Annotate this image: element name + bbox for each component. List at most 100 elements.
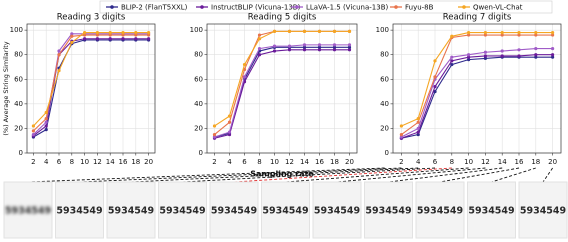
legend-label: LLaVA-1.5 (Vicuna-13B) bbox=[306, 4, 389, 12]
point bbox=[44, 117, 48, 121]
point bbox=[347, 29, 352, 33]
point bbox=[31, 132, 35, 137]
point bbox=[57, 49, 61, 53]
point bbox=[500, 54, 504, 58]
x-tick-label: 8 bbox=[257, 158, 261, 166]
point bbox=[57, 69, 61, 73]
image-text: 5934549 bbox=[5, 206, 51, 217]
point bbox=[332, 48, 337, 52]
point bbox=[551, 46, 555, 51]
x-tick-label: 12 bbox=[285, 158, 294, 166]
series-line bbox=[214, 49, 350, 139]
point bbox=[467, 55, 471, 59]
y-tick-label: 100 bbox=[190, 26, 203, 34]
x-tick-label: 16 bbox=[315, 158, 324, 166]
point bbox=[31, 129, 35, 133]
x-tick-label: 12 bbox=[481, 158, 490, 166]
x-tick-label: 16 bbox=[119, 158, 128, 166]
image-text: 5934549 bbox=[159, 206, 205, 217]
y-tick-label: 60 bbox=[380, 75, 389, 83]
y-tick-label: 100 bbox=[376, 26, 389, 34]
y-tick-label: 0 bbox=[385, 149, 389, 157]
point bbox=[433, 59, 437, 63]
x-tick-label: 4 bbox=[227, 158, 232, 166]
point bbox=[450, 62, 454, 67]
point bbox=[257, 46, 262, 51]
legend-box bbox=[99, 0, 553, 14]
y-tick-label: 20 bbox=[380, 124, 389, 132]
legend-label: Qwen-VL-Chat bbox=[473, 4, 523, 12]
legend-marker bbox=[110, 5, 114, 9]
frame-image bbox=[158, 181, 207, 239]
x-tick-label: 10 bbox=[270, 158, 279, 166]
series-line bbox=[214, 44, 350, 138]
x-tick-label: 14 bbox=[498, 158, 507, 166]
x-tick-label: 4 bbox=[44, 158, 49, 166]
point bbox=[83, 37, 87, 41]
point bbox=[31, 124, 35, 128]
y-tick-label: 0 bbox=[199, 149, 203, 157]
point bbox=[83, 30, 87, 35]
y-tick-label: 100 bbox=[10, 26, 23, 34]
point bbox=[551, 55, 555, 59]
point bbox=[399, 132, 403, 137]
y-tick-label: 20 bbox=[14, 124, 23, 132]
x-tick-label: 8 bbox=[450, 158, 454, 166]
point bbox=[483, 30, 487, 35]
x-tick-label: 6 bbox=[242, 158, 247, 166]
point bbox=[317, 43, 322, 47]
x-tick-label: 2 bbox=[212, 158, 216, 166]
image-text: 5934549 bbox=[365, 206, 411, 217]
image-text: 5934549 bbox=[468, 206, 514, 217]
point bbox=[147, 37, 151, 41]
series-line bbox=[33, 33, 149, 135]
point bbox=[450, 34, 454, 38]
point bbox=[551, 33, 555, 37]
point bbox=[95, 37, 99, 41]
point bbox=[70, 32, 74, 36]
point bbox=[272, 29, 277, 33]
point bbox=[242, 75, 247, 79]
legend-marker bbox=[295, 5, 299, 9]
point bbox=[517, 30, 521, 35]
legend-marker bbox=[394, 5, 398, 9]
legend-marker bbox=[462, 5, 466, 9]
point bbox=[257, 33, 262, 37]
frame-image bbox=[209, 181, 259, 239]
point bbox=[227, 114, 232, 118]
series-line bbox=[401, 48, 553, 138]
y-tick-label: 60 bbox=[194, 75, 203, 83]
y-axis-label: (%) Average String Similarity bbox=[2, 41, 10, 135]
frame-image bbox=[312, 181, 362, 239]
point bbox=[500, 30, 504, 35]
x-axis-label: Sampling rate bbox=[250, 170, 314, 179]
plot-frame bbox=[26, 23, 156, 154]
point bbox=[302, 43, 307, 47]
point bbox=[302, 45, 307, 49]
image-text: 5934549 bbox=[56, 206, 102, 217]
point bbox=[399, 135, 403, 139]
y-tick-label: 40 bbox=[14, 100, 23, 108]
x-tick-label: 10 bbox=[464, 158, 473, 166]
point bbox=[450, 55, 454, 59]
chart-title: Reading 7 digits bbox=[443, 13, 512, 23]
frame-image bbox=[467, 181, 516, 239]
point bbox=[500, 33, 504, 37]
point bbox=[517, 48, 521, 52]
frame-image bbox=[261, 181, 310, 239]
legend-label: InstructBLIP (Vicuna-13B) bbox=[211, 4, 301, 12]
point bbox=[317, 48, 322, 52]
point bbox=[534, 46, 538, 51]
image-text: 5934549 bbox=[520, 206, 566, 217]
x-tick-label: 18 bbox=[531, 158, 540, 166]
point bbox=[467, 58, 471, 62]
point bbox=[83, 33, 87, 37]
point bbox=[416, 126, 420, 131]
point bbox=[534, 55, 538, 59]
y-tick-label: 80 bbox=[14, 51, 23, 59]
point bbox=[332, 45, 337, 49]
point bbox=[347, 43, 352, 47]
point bbox=[70, 40, 74, 45]
point bbox=[44, 120, 48, 124]
